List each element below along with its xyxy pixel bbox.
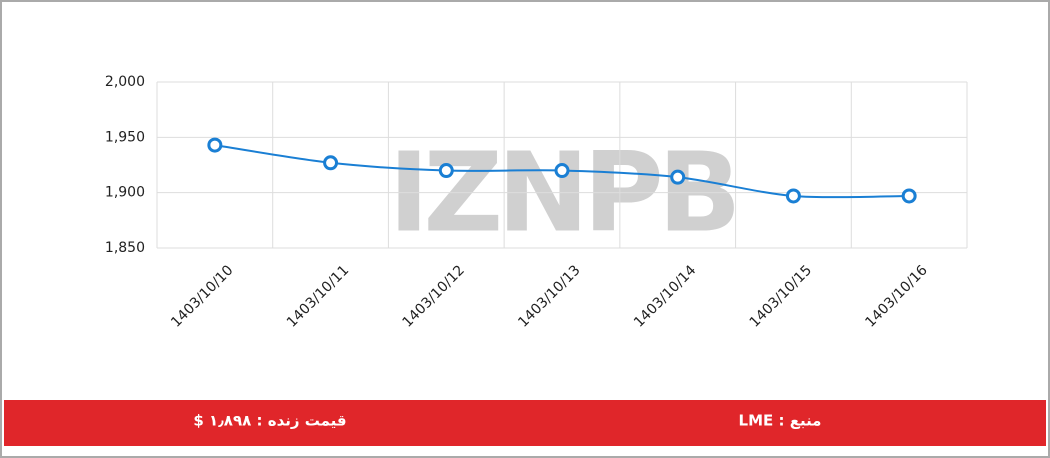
source: منبع : LME: [739, 412, 822, 430]
point: [438, 163, 454, 179]
point: [785, 188, 801, 204]
y-tick-label: 1,950: [105, 129, 145, 145]
point: [901, 188, 917, 204]
live-price: قیمت زنده : ۱٫۸۹۸ $: [193, 412, 346, 430]
y-tick-label: 1,900: [105, 185, 145, 201]
point: [554, 163, 570, 179]
point: [323, 155, 339, 171]
point: [207, 137, 223, 153]
y-tick-label: 1,850: [105, 240, 145, 256]
y-tick-label: 2,000: [105, 74, 145, 90]
footer-bar: [4, 400, 1046, 446]
point: [670, 169, 686, 185]
